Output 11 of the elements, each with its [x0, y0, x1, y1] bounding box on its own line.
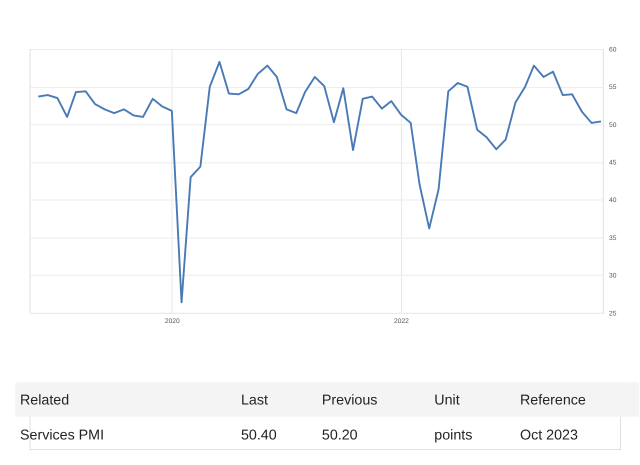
text: Services PMI — [20, 428, 104, 444]
text: Oct 2023 — [520, 428, 578, 444]
text: Unit — [434, 392, 460, 408]
text: points — [434, 428, 472, 444]
line-series — [37, 60, 602, 304]
text: Related — [20, 392, 70, 408]
text: 50.20 — [322, 428, 358, 444]
text: 50.40 — [240, 428, 277, 444]
text: Reference — [520, 392, 586, 408]
text: Previous — [322, 392, 378, 408]
text: Last — [240, 392, 268, 408]
